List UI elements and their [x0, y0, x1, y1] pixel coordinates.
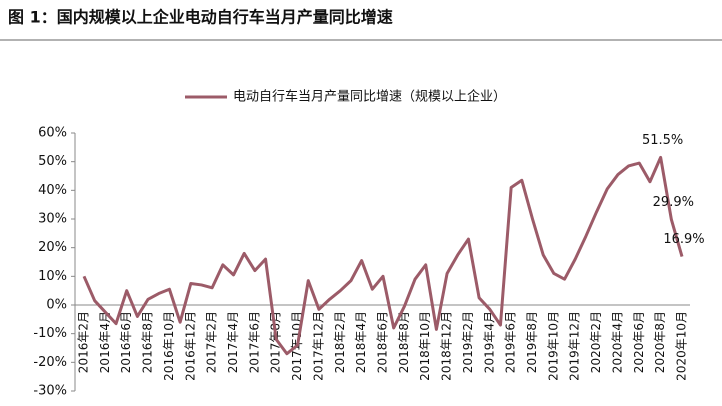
x-tick-label: 2017年12月 — [311, 311, 325, 381]
y-tick-label: 60% — [38, 126, 67, 141]
x-tick-label: 2020年6月 — [632, 311, 646, 373]
x-tick-label: 2016年4月 — [98, 311, 112, 373]
x-tick-label: 2017年6月 — [247, 311, 261, 373]
data-label: 29.9% — [653, 195, 694, 210]
x-tick-label: 2020年4月 — [610, 311, 624, 373]
x-tick-label: 2019年4月 — [482, 311, 496, 373]
x-tick-label: 2018年4月 — [354, 311, 368, 373]
x-tick-label: 2019年10月 — [546, 311, 560, 381]
x-tick-label: 2018年8月 — [397, 311, 411, 373]
x-tick-label: 2019年2月 — [461, 311, 475, 373]
x-tick-label: 2019年12月 — [568, 311, 582, 381]
x-tick-label: 2016年10月 — [162, 311, 176, 381]
x-tick-label: 2020年2月 — [589, 311, 603, 373]
x-tick-label: 2017年8月 — [269, 311, 283, 373]
y-tick-label: 10% — [38, 269, 67, 284]
y-tick-label: 20% — [38, 240, 67, 255]
y-tick-label: 0% — [46, 298, 67, 313]
data-label: 51.5% — [642, 133, 683, 148]
x-tick-label: 2017年2月 — [205, 311, 219, 373]
x-tick-label: 2020年10月 — [675, 311, 689, 381]
chart-title: 图 1：国内规模以上企业电动自行车当月产量同比增速 — [8, 8, 393, 27]
y-tick-label: -30% — [33, 384, 67, 399]
x-tick-label: 2018年10月 — [418, 311, 432, 381]
x-tick-label: 2019年8月 — [525, 311, 539, 373]
x-tick-label: 2016年12月 — [183, 311, 197, 381]
y-tick-label: -10% — [33, 326, 67, 341]
x-tick-label: 2018年2月 — [333, 311, 347, 373]
x-tick-label: 2016年6月 — [119, 311, 133, 373]
x-tick-label: 2016年8月 — [141, 311, 155, 373]
x-tick-label: 2016年2月 — [77, 311, 91, 373]
data-label: 16.9% — [663, 232, 704, 247]
legend-label: 电动自行车当月产量同比增速（规模以上企业） — [233, 89, 506, 105]
x-tick-label: 2018年6月 — [376, 311, 390, 373]
x-tick-label: 2017年4月 — [226, 311, 240, 373]
y-tick-label: -20% — [33, 355, 67, 370]
y-tick-label: 50% — [38, 154, 67, 169]
y-tick-label: 40% — [38, 183, 67, 198]
x-tick-label: 2019年6月 — [504, 311, 518, 373]
x-tick-label: 2018年12月 — [440, 311, 454, 381]
series-line — [82, 155, 684, 356]
x-tick-label: 2020年8月 — [653, 311, 667, 373]
y-tick-label: 30% — [38, 212, 67, 227]
